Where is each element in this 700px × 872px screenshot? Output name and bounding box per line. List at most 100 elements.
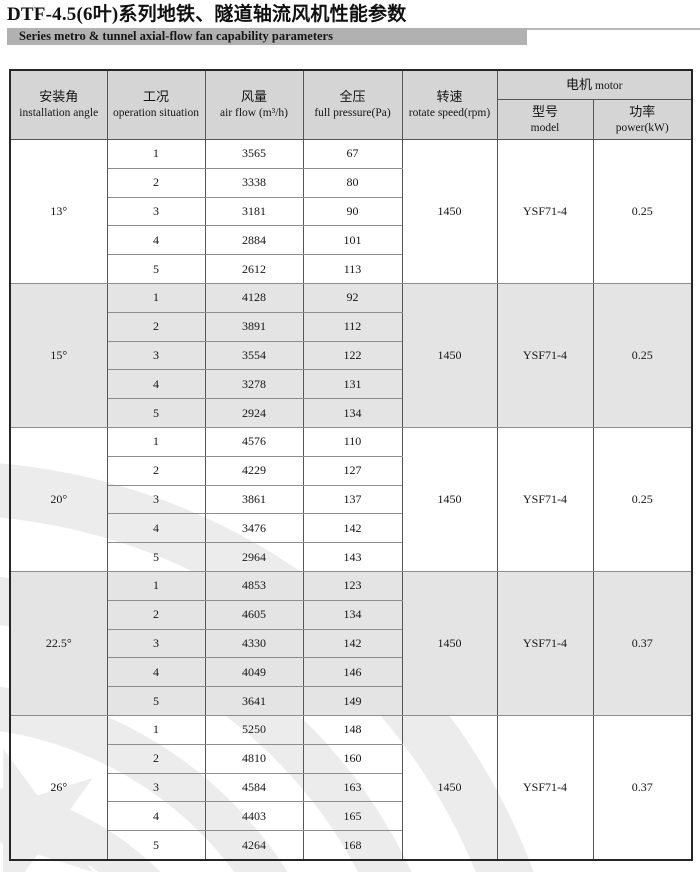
- situation-cell: 2: [106, 311, 206, 342]
- situation-cell: 3: [106, 340, 206, 371]
- header-en: air flow (m³/h): [220, 107, 288, 120]
- header-zh: 转速: [436, 89, 463, 105]
- pressure-cell: 134: [302, 398, 403, 428]
- model-cell: YSF71-4: [496, 282, 594, 428]
- pressure-cell: 123: [302, 570, 403, 601]
- situation-cell: 2: [106, 599, 206, 630]
- power-cell: 0.37: [592, 714, 693, 861]
- air-flow-cell: 4264: [204, 830, 304, 861]
- pressure-cell: 134: [302, 599, 403, 630]
- air-flow-cell: 3476: [204, 513, 304, 544]
- header-en: operation situation: [113, 107, 199, 120]
- air-flow-cell: 3278: [204, 369, 304, 400]
- header-en: model: [530, 121, 560, 134]
- air-flow-cell: 3338: [204, 167, 304, 198]
- subtitle-rule: [527, 28, 700, 30]
- pressure-cell: 67: [302, 139, 403, 169]
- air-flow-cell: 3181: [204, 196, 304, 227]
- col-header-motor: 电机 motor: [496, 69, 693, 100]
- air-flow-cell: 4330: [204, 628, 304, 659]
- speed-cell: 1450: [401, 570, 498, 716]
- model-cell: YSF71-4: [496, 570, 594, 716]
- fan-parameters-table: 安装角 installation angle 工况 operation situ…: [9, 69, 693, 861]
- pressure-cell: 80: [302, 167, 403, 198]
- angle-group-26: 26° 1 5250 148 1450 YSF71-4 0.37 2 4810 …: [9, 714, 693, 861]
- col-header-rotate-speed: 转速 rotate speed(rpm): [401, 69, 498, 140]
- air-flow-cell: 4605: [204, 599, 304, 630]
- col-header-power: 功率 power(kW): [592, 99, 693, 140]
- air-flow-cell: 4229: [204, 455, 304, 486]
- table-row: 2 3338 80: [10, 167, 692, 198]
- angle-group-13: 13° 1 3565 67 1450 YSF71-4 0.25 2 3338 8…: [9, 139, 693, 284]
- header-zh: 全压: [339, 89, 366, 105]
- situation-cell: 5: [106, 254, 206, 284]
- situation-cell: 4: [106, 801, 206, 832]
- page-title: DTF-4.5(6叶)系列地铁、隧道轴流风机性能参数: [7, 4, 407, 25]
- header-zh: 安装角: [39, 89, 79, 105]
- air-flow-cell: 3554: [204, 340, 304, 371]
- situation-cell: 2: [106, 743, 206, 774]
- pressure-cell: 168: [302, 830, 403, 861]
- table-row: 15° 1 4128 92 1450 YSF71-4 0.25: [9, 282, 693, 428]
- situation-cell: 1: [106, 426, 206, 457]
- speed-cell: 1450: [401, 714, 498, 861]
- header-en: rotate speed(rpm): [408, 107, 491, 120]
- pressure-cell: 92: [302, 282, 403, 313]
- pressure-cell: 160: [302, 743, 403, 774]
- pressure-cell: 90: [302, 196, 403, 227]
- air-flow-cell: 4584: [204, 772, 304, 803]
- situation-cell: 4: [106, 369, 206, 400]
- pressure-cell: 122: [302, 340, 403, 371]
- header-en: installation angle: [19, 107, 99, 120]
- air-flow-cell: 2612: [204, 254, 304, 284]
- header-zh: 电机: [566, 76, 593, 92]
- header-row-bottom: 型号 model 功率 power(kW): [10, 99, 693, 140]
- pressure-cell: 113: [302, 254, 403, 284]
- header-zh: 功率: [629, 103, 656, 119]
- pressure-cell: 163: [302, 772, 403, 803]
- table-row: 4 3278 131: [10, 369, 692, 400]
- situation-cell: 3: [106, 772, 206, 803]
- angle-cell: 13°: [9, 139, 108, 284]
- col-header-operation-situation: 工况 operation situation: [106, 69, 206, 140]
- air-flow-cell: 4810: [204, 743, 304, 774]
- situation-cell: 5: [106, 398, 206, 428]
- air-flow-cell: 2964: [204, 542, 304, 572]
- header-row-top: 安装角 installation angle 工况 operation situ…: [9, 69, 693, 140]
- header-en: full pressure(Pa): [314, 107, 391, 120]
- power-cell: 0.25: [592, 282, 693, 428]
- angle-cell: 26°: [9, 714, 108, 861]
- col-header-installation-angle: 安装角 installation angle: [9, 69, 108, 140]
- angle-cell: 15°: [9, 282, 108, 428]
- speed-cell: 1450: [401, 282, 498, 428]
- air-flow-cell: 3565: [204, 139, 304, 169]
- pressure-cell: 142: [302, 513, 403, 544]
- header-en: power(kW): [615, 121, 669, 134]
- situation-cell: 1: [106, 139, 206, 169]
- situation-cell: 1: [106, 714, 206, 745]
- situation-cell: 3: [106, 196, 206, 227]
- air-flow-cell: 4576: [204, 426, 304, 457]
- situation-cell: 2: [106, 167, 206, 198]
- pressure-cell: 127: [302, 455, 403, 486]
- pressure-cell: 131: [302, 369, 403, 400]
- air-flow-cell: 3891: [204, 311, 304, 342]
- power-cell: 0.25: [592, 426, 693, 572]
- air-flow-cell: 3641: [204, 686, 304, 716]
- subtitle-bar: Series metro & tunnel axial-flow fan cap…: [7, 28, 527, 45]
- angle-cell: 22.5°: [9, 570, 108, 716]
- angle-cell: 20°: [9, 426, 108, 572]
- situation-cell: 4: [106, 513, 206, 544]
- header-zh: 型号: [531, 103, 558, 119]
- pressure-cell: 112: [302, 311, 403, 342]
- model-cell: YSF71-4: [496, 139, 594, 284]
- table-row: 2 3891 112: [10, 311, 692, 342]
- table-row: 4 2884 101: [10, 225, 692, 256]
- situation-cell: 1: [106, 570, 206, 601]
- pressure-cell: 101: [302, 225, 403, 256]
- situation-cell: 4: [106, 657, 206, 688]
- col-header-air-flow: 风量 air flow (m³/h): [204, 69, 304, 140]
- header-en: motor: [595, 79, 623, 92]
- pressure-cell: 110: [302, 426, 403, 457]
- table-row: 13° 1 3565 67 1450 YSF71-4 0.25: [9, 139, 693, 284]
